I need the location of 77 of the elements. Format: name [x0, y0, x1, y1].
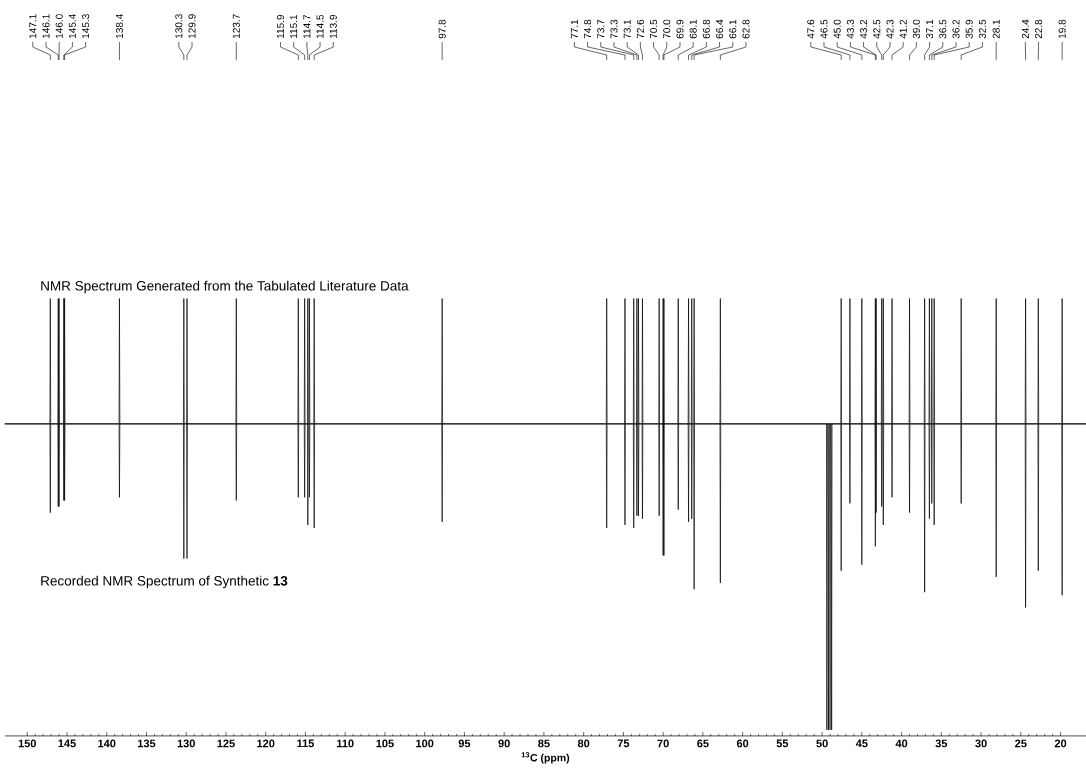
- x-tick-label: 30: [975, 739, 987, 748]
- annotation: 130.3: [175, 14, 183, 39]
- annotation: 73.3: [610, 19, 618, 39]
- x-tick-label: 65: [697, 739, 709, 748]
- x-tick-label: 70: [657, 739, 669, 748]
- x-tick-label: 135: [137, 739, 156, 748]
- x-tick-label: 50: [816, 739, 828, 748]
- x-tick-label: 145: [58, 739, 76, 748]
- annotation: 147.1: [29, 14, 37, 39]
- annotation: 47.6: [807, 19, 815, 39]
- annotation: 41.2: [899, 19, 907, 39]
- x-tick-label: 75: [617, 739, 630, 748]
- x-tick-label: 120: [257, 739, 275, 748]
- annotation: 69.9: [676, 19, 684, 39]
- annotation: 43.3: [846, 19, 854, 39]
- annotation: 145.4: [68, 14, 76, 39]
- annotation: 37.1: [926, 19, 934, 39]
- annotation: 72.6: [636, 19, 644, 39]
- annotation: 42.3: [886, 19, 894, 39]
- annotation: 19.8: [1058, 19, 1066, 39]
- x-tick-label: 110: [337, 739, 354, 748]
- x-tick-label: 125: [217, 739, 235, 748]
- x-tick-label: 40: [895, 739, 908, 748]
- series-label: NMR Spectrum Generated from the Tabulated Literature Data: [41, 280, 409, 294]
- annotation: 66.4: [716, 19, 724, 39]
- annotation: 70.0: [663, 19, 671, 39]
- annotation: 115.9: [276, 14, 285, 39]
- text: Recorded NMR Spectrum of Synthetic 13: [41, 575, 288, 589]
- annotation: 62.8: [742, 19, 750, 39]
- annotation: 123.7: [232, 14, 240, 39]
- x-tick-label: 60: [736, 739, 749, 748]
- annotation: 43.2: [860, 19, 868, 39]
- annotation: 32.5: [978, 19, 986, 39]
- annotation: 129.9: [188, 14, 196, 39]
- x-tick-label: 150: [18, 739, 36, 748]
- annotation: 24.4: [1021, 19, 1029, 39]
- annotation: 36.2: [952, 19, 960, 39]
- annotation: 97.8: [438, 19, 446, 39]
- annotation: 146.0: [55, 14, 63, 39]
- annotation: 114.7: [303, 15, 311, 39]
- annotation: 66.1: [729, 19, 737, 39]
- annotation: 138.4: [115, 14, 123, 39]
- x-tick-label: 25: [1015, 739, 1027, 748]
- annotation: 45.0: [833, 19, 841, 39]
- annotation: 68.1: [689, 19, 697, 39]
- annotation: 35.9: [965, 19, 973, 39]
- x-tick-label: 100: [416, 739, 434, 748]
- annotation: 146.1: [42, 14, 50, 39]
- x-tick-label: 80: [577, 739, 590, 748]
- annotation: 70.5: [650, 19, 658, 39]
- annotation: 66.8: [702, 19, 710, 39]
- x-tick-label: 90: [498, 739, 510, 748]
- x-tick-label: 45: [855, 739, 868, 748]
- annotation: 42.5: [873, 19, 881, 39]
- x-tick-label: 105: [376, 739, 394, 748]
- annotation: 145.3: [82, 14, 90, 39]
- annotation: 114.5: [316, 14, 324, 39]
- annotation: 115.1: [290, 14, 298, 39]
- annotation: 36.5: [939, 19, 947, 39]
- annotation: 73.7: [597, 19, 605, 39]
- x-tick-label: 115: [297, 739, 314, 748]
- x-tick-label: 130: [177, 739, 195, 748]
- annotation: 77.1: [570, 19, 578, 39]
- annotation: 113.9: [329, 14, 337, 39]
- annotation: 22.8: [1035, 19, 1043, 39]
- x-tick-label: 55: [776, 739, 789, 748]
- x-tick-label: 35: [935, 739, 948, 748]
- x-tick-label: 140: [98, 739, 116, 748]
- annotation: 46.5: [820, 19, 828, 39]
- x-tick-label: 95: [458, 739, 471, 748]
- x-tick-label: 20: [1054, 739, 1067, 748]
- x-tick-label: 85: [538, 739, 550, 748]
- annotation: 73.1: [623, 19, 631, 39]
- annotation: 39.0: [912, 19, 920, 39]
- annotation: 74.8: [584, 19, 592, 39]
- annotation: 28.1: [992, 19, 1000, 39]
- x-axis-title: $^{13}$C (ppm): [521, 752, 570, 764]
